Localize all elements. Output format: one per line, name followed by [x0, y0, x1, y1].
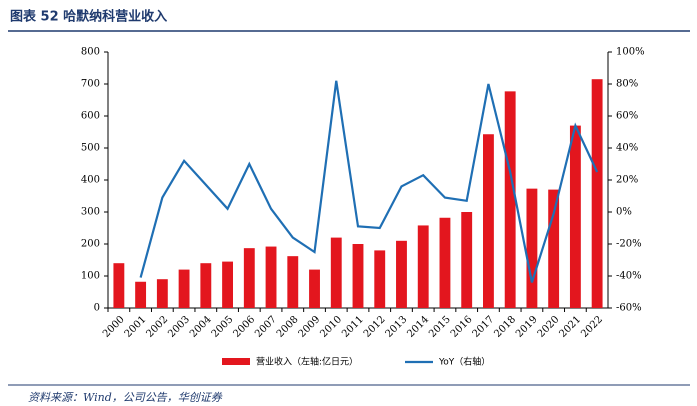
y2-tick-label: 20% [616, 175, 638, 186]
bar [526, 188, 538, 308]
y-tick-label: 400 [81, 175, 100, 186]
source: 资料来源：Wind，公司公告，华创证券 [28, 391, 223, 404]
x-tick-label: 2005 [210, 314, 236, 340]
legend-label: YoY（右轴） [438, 356, 490, 368]
bar [439, 217, 451, 308]
bar [461, 212, 473, 308]
bar [591, 79, 603, 308]
chart-title: 图表 52 哈默纳科营业收入 [10, 9, 167, 25]
bar [417, 225, 429, 308]
y2-tick-label: -20% [616, 239, 642, 250]
y-tick-label: 300 [81, 207, 100, 218]
x-tick-label: 2014 [405, 314, 431, 340]
x-tick-label: 2000 [101, 314, 127, 340]
bar [178, 269, 190, 308]
bar [287, 256, 299, 308]
y-tick-label: 500 [81, 143, 100, 154]
bar [504, 91, 516, 308]
x-tick-label: 2011 [340, 314, 366, 340]
x-tick-label: 2012 [362, 314, 388, 340]
legend-label: 营业收入（左轴:亿日元） [256, 356, 358, 368]
x-tick-label: 2018 [492, 314, 518, 340]
bar [352, 244, 364, 308]
bar [374, 250, 386, 308]
x-tick-label: 2015 [427, 314, 453, 340]
y-tick-label: 800 [81, 47, 100, 58]
y-tick-label: 100 [81, 271, 100, 282]
bar [156, 279, 168, 308]
bar [483, 134, 494, 308]
bar [113, 263, 125, 308]
y2-tick-label: 40% [616, 143, 638, 154]
x-tick-label: 2010 [318, 314, 344, 340]
x-tick-label: 2001 [123, 314, 149, 340]
x-tick-label: 2016 [449, 314, 475, 340]
x-tick-label: 2007 [253, 314, 279, 340]
legend-swatch [222, 358, 250, 365]
bar [222, 261, 233, 308]
y2-tick-label: 60% [616, 111, 638, 122]
x-tick-label: 2006 [231, 314, 257, 340]
bar [243, 248, 255, 308]
x-tick-label: 2008 [275, 314, 301, 340]
y2-tick-label: 100% [616, 47, 645, 58]
x-tick-label: 2004 [188, 314, 214, 340]
x-tick-label: 2013 [384, 314, 410, 340]
bar [309, 269, 320, 308]
x-tick-label: 2020 [536, 314, 562, 340]
y2-tick-label: 80% [616, 79, 638, 90]
y2-tick-label: 0% [616, 207, 632, 218]
y-tick-label: 600 [81, 111, 100, 122]
y-tick-label: 0 [94, 303, 100, 314]
bar [396, 240, 407, 308]
y2-tick-label: -60% [616, 303, 642, 314]
bar [548, 189, 560, 308]
x-tick-label: 2022 [579, 314, 605, 340]
bar [265, 246, 277, 308]
y-tick-label: 200 [81, 239, 100, 250]
bar [330, 237, 342, 308]
x-tick-label: 2009 [297, 314, 323, 340]
line [139, 80, 599, 283]
x-tick-label: 2019 [514, 314, 540, 340]
x-tick-label: 2002 [144, 314, 170, 340]
x-tick-label: 2021 [558, 314, 584, 340]
x-tick-label: 2017 [471, 314, 497, 340]
y2-tick-label: -40% [616, 271, 642, 282]
bar [569, 125, 581, 308]
x-tick-label: 2003 [166, 314, 192, 340]
bar [200, 263, 212, 308]
bar [135, 281, 147, 308]
y-tick-label: 700 [81, 79, 100, 90]
